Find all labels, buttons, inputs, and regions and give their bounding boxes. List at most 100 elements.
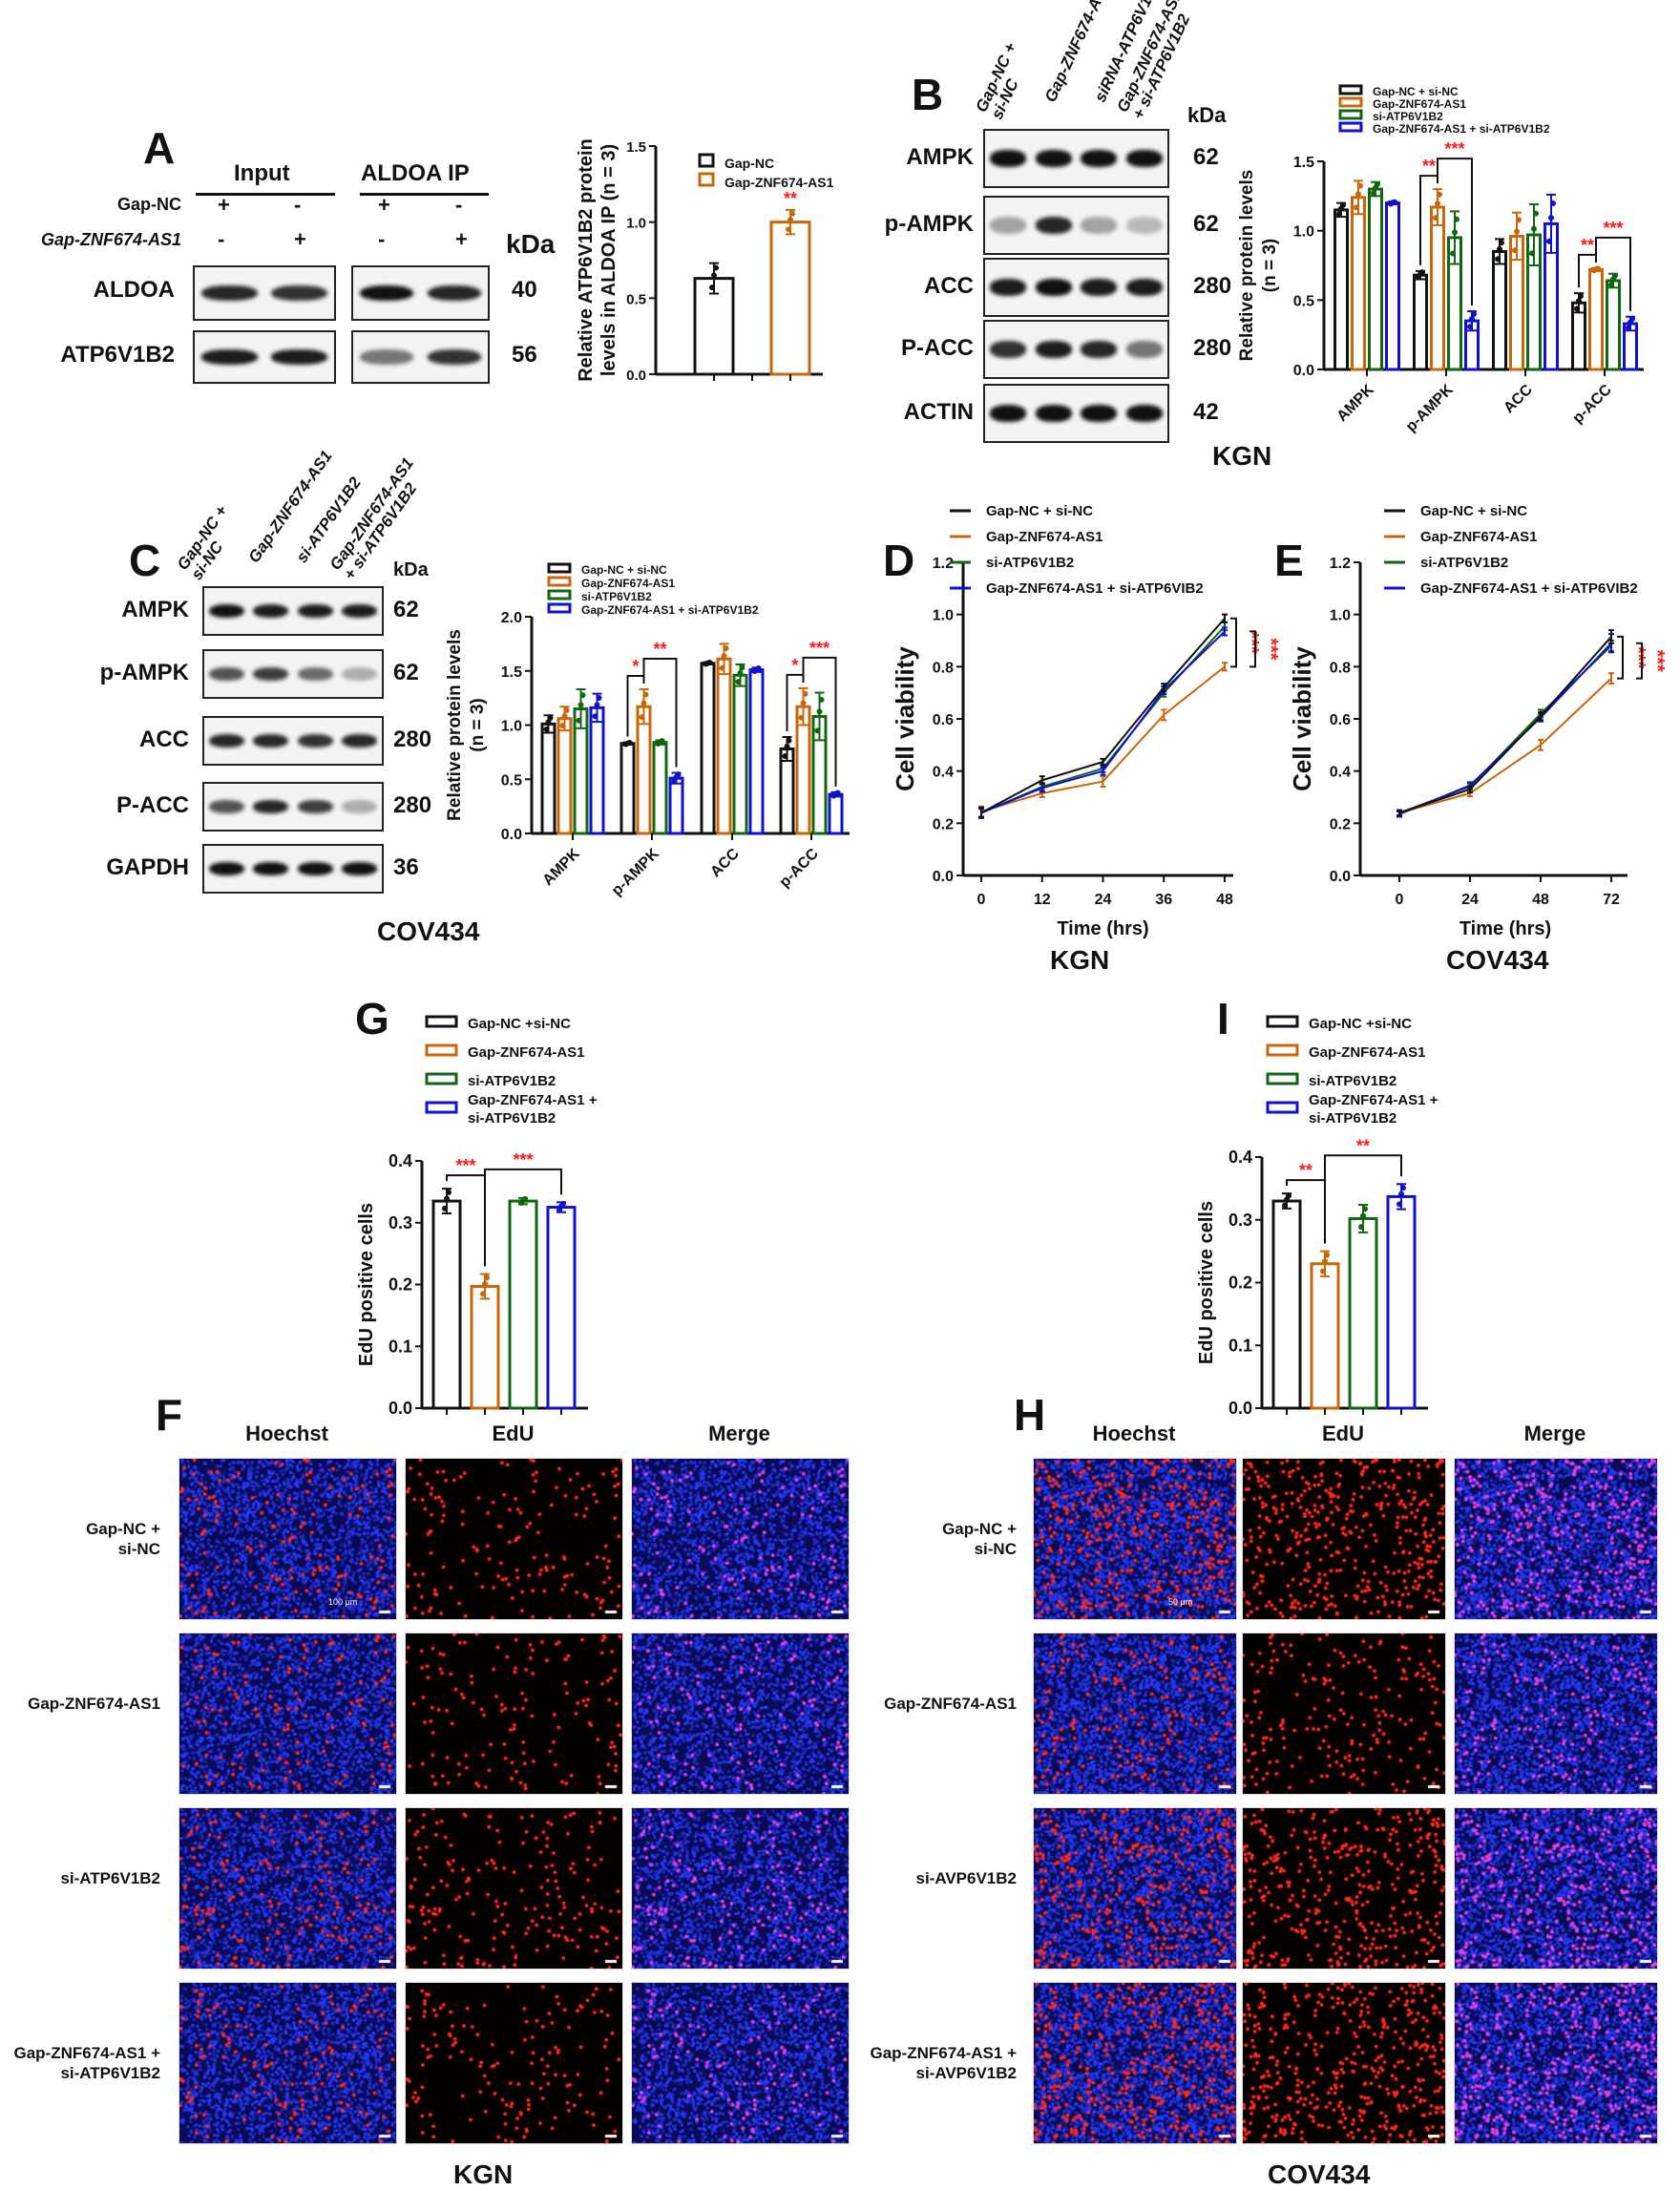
data-point — [1512, 247, 1518, 254]
data-point — [816, 708, 823, 715]
bar — [636, 705, 652, 835]
x-tick-label: 72 — [1603, 892, 1620, 908]
panel-label-a: A — [143, 123, 176, 173]
data-point — [578, 702, 584, 708]
bar — [470, 1284, 500, 1410]
input-header: Input — [234, 160, 290, 186]
y-tick-label: 0.0 — [933, 869, 954, 885]
data-point — [1626, 325, 1631, 331]
microscopy-image-merge — [631, 1458, 850, 1620]
legend-label: si-ATP6V1B2 — [1373, 110, 1443, 123]
y-axis-label: levels in ALDOA IP (n = 3) — [598, 144, 620, 376]
protein-band — [208, 861, 244, 876]
error-bar — [1039, 775, 1045, 786]
protein-band — [201, 349, 258, 365]
row-label: si-AVP6V1B2 — [915, 1869, 1017, 1887]
data-point — [1371, 190, 1376, 197]
protein-band — [201, 284, 258, 302]
legend-swatch — [1266, 1072, 1299, 1085]
row-label: Gap-ZNF674-AS1 + si-ATP6V1B2 — [13, 2044, 160, 2082]
ip-underline — [360, 193, 489, 196]
bar — [1348, 1216, 1378, 1410]
legend-label-line: Gap-ZNF674-AS1 + — [468, 1092, 598, 1108]
chart-e: 0.0 0.2 0.4 0.6 0.8 1.0 1.2 0 24 48 72 ****** Time (… — [1288, 503, 1668, 939]
panel-label-d: D — [883, 536, 915, 585]
protein-band — [1035, 150, 1072, 167]
legend-label: Gap-NC + si-NC — [1420, 503, 1527, 519]
aldoa-ip-header: ALDOA IP — [361, 160, 470, 186]
data-point — [522, 1195, 528, 1202]
column-header-edu: EdU — [492, 1422, 535, 1445]
legend-swatch — [1338, 109, 1363, 120]
significance-bracket — [1324, 1154, 1402, 1181]
data-point — [789, 210, 795, 217]
data-point — [1398, 1190, 1404, 1197]
microscopy-image-hoechst — [1033, 1807, 1237, 1970]
blot-label: P-ACC — [116, 792, 189, 818]
protein-band — [1126, 279, 1164, 296]
y-tick-label: 0.5 — [626, 291, 646, 307]
data-point — [1433, 215, 1438, 221]
legend-label: Gap-ZNF674-AS1 — [1420, 529, 1538, 545]
legend-label: Gap-ZNF674-AS1 — [581, 577, 675, 590]
data-point — [788, 217, 793, 223]
x-tick-label: p-AMPK — [609, 845, 662, 898]
data-point — [1578, 293, 1584, 300]
microscopy-image-merge — [1454, 1458, 1658, 1620]
x-tick-label: p-ACC — [777, 845, 823, 891]
y-tick-label: 0.1 — [1228, 1336, 1252, 1355]
y-tick-label: 1.0 — [1293, 224, 1314, 241]
kda-value: 62 — [1193, 144, 1219, 170]
cell-line-kgn-f: KGN — [453, 2159, 514, 2189]
y-tick-label: 1.5 — [1293, 155, 1314, 171]
data-point — [1608, 282, 1614, 288]
legend-swatch — [1338, 96, 1363, 108]
legend-label: Gap-NC + si-NC — [1373, 85, 1459, 98]
legend-label: si-ATP6V1B2 — [986, 555, 1074, 571]
legend-label: Gap-ZNF674-AS1 — [1309, 1044, 1426, 1061]
protein-band — [253, 733, 289, 748]
significance-bracket — [642, 658, 678, 768]
data-point — [1320, 1268, 1326, 1275]
y-tick-label: 0.4 — [388, 1151, 412, 1170]
data-point — [1612, 272, 1618, 279]
significance-marker: ** — [1581, 236, 1594, 255]
protein-band — [1035, 279, 1072, 296]
significance-marker: *** — [513, 1150, 533, 1169]
data-point — [1358, 1224, 1364, 1231]
y-tick-label: 0.4 — [933, 765, 954, 781]
sign-plus: + — [378, 193, 390, 217]
blot-label: GAPDH — [106, 854, 189, 880]
y-axis-label: EdU positive cells — [1196, 1201, 1217, 1364]
blot-label: P-ACC — [901, 335, 974, 361]
data-point — [1355, 191, 1361, 198]
western-blot — [202, 649, 384, 699]
y-tick-label: 0.0 — [1330, 869, 1351, 885]
bar — [1430, 205, 1445, 371]
legend-swatch — [547, 562, 572, 574]
legend-swatch — [547, 576, 572, 587]
panel-label-f: F — [156, 1390, 183, 1440]
kda-label-b: kDa — [1187, 103, 1227, 127]
data-point — [1362, 1206, 1368, 1212]
microscopy-image-merge — [1454, 1633, 1658, 1795]
y-tick-label: 1.5 — [501, 664, 522, 681]
data-point — [706, 660, 713, 666]
western-blot — [983, 320, 1169, 379]
bar — [589, 706, 605, 835]
series-line — [980, 665, 1226, 812]
data-point — [1471, 311, 1477, 318]
data-point — [444, 1195, 450, 1202]
legend-label: Gap-ZNF674-AS1 + si-ATP6VIB2 — [986, 580, 1204, 597]
kda-value: 36 — [393, 854, 419, 880]
legend-swatch — [1338, 84, 1363, 95]
x-tick-label: AMPK — [1334, 381, 1377, 425]
kda-value: 62 — [393, 597, 419, 622]
data-point — [1396, 1201, 1402, 1208]
data-point — [442, 1205, 448, 1211]
significance-bracket — [446, 1174, 486, 1267]
legend-swatch — [425, 1015, 458, 1028]
legend-label: Gap-ZNF674-AS1 — [986, 529, 1103, 545]
y-tick-label: 1.0 — [933, 608, 954, 624]
y-axis-label: (n = 3) — [468, 698, 488, 751]
